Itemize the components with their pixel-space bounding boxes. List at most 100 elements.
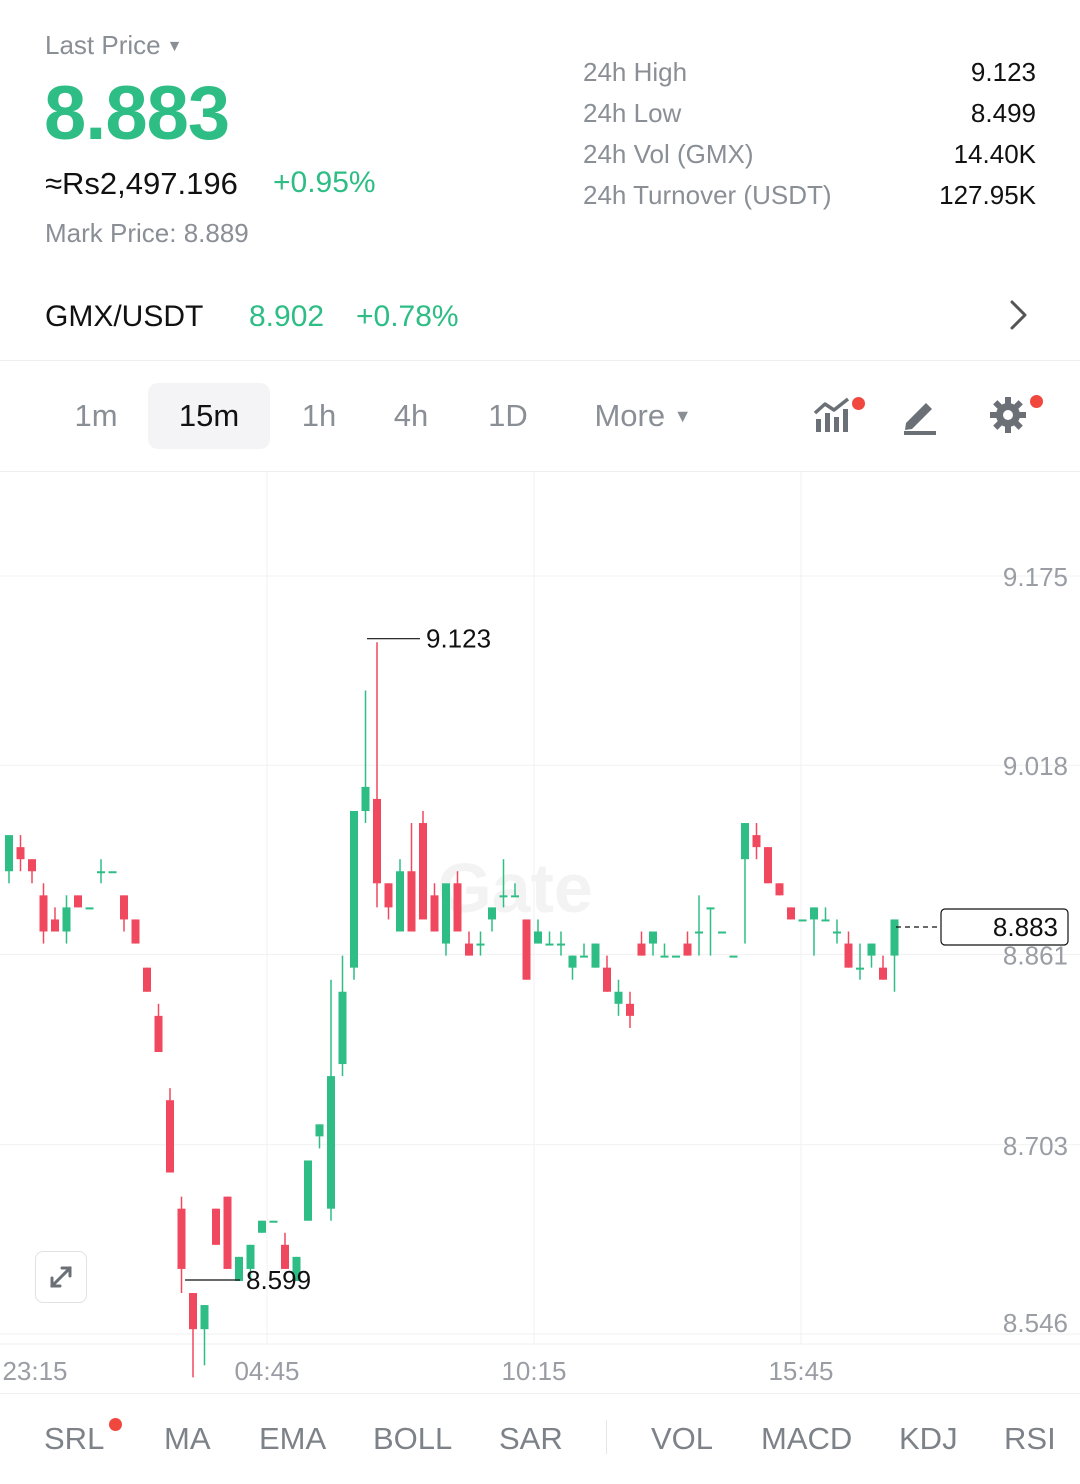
candle-body [821, 919, 830, 922]
candle-body [258, 1220, 266, 1233]
tab-more[interactable]: More ▼ [594, 398, 692, 433]
candle-body [396, 871, 404, 932]
y-axis-tick-label: 9.018 [1003, 751, 1068, 781]
tab-4h[interactable]: 4h [393, 398, 429, 433]
indicator-srl[interactable]: SRL [44, 1421, 105, 1456]
indicator-sar[interactable]: SAR [499, 1421, 563, 1456]
x-axis-tick-label: 23:15 [2, 1356, 67, 1386]
candle-body [39, 895, 48, 932]
candle-body [775, 883, 784, 896]
candle-body [430, 895, 439, 932]
candle-body [545, 943, 554, 946]
x-axis-tick-label: 10:15 [501, 1356, 566, 1386]
candle-body [442, 883, 450, 944]
settings-gear-icon[interactable] [986, 393, 1043, 437]
stats-panel: 24h High 9.123 24h Low 8.499 24h Vol (GMX)… [583, 57, 1036, 221]
mark-price-label: Mark Price: [45, 218, 177, 248]
candle-body [327, 1076, 335, 1209]
indicator-bar: SRL MA EMA BOLL SAR VOL MACD KDJ RSI [0, 1393, 1080, 1484]
expand-chart-button[interactable] [35, 1251, 87, 1303]
candle-body [143, 967, 151, 992]
candle-body [361, 786, 370, 811]
candle-body [741, 823, 749, 860]
candle-body [154, 1015, 163, 1053]
candle-body [522, 919, 531, 980]
tab-15m[interactable]: 15m [148, 383, 270, 449]
candle-body [28, 859, 36, 872]
current-price-label: 8.883 [993, 912, 1058, 942]
candle-body [304, 1160, 312, 1221]
candle-body [798, 919, 807, 922]
candle-body [246, 1244, 255, 1269]
candle-body [706, 907, 715, 910]
tab-1m[interactable]: 1m [74, 398, 118, 433]
indicator-chart-icon[interactable] [812, 393, 865, 437]
candle-body [626, 1003, 634, 1016]
indicator-macd[interactable]: MACD [761, 1421, 853, 1456]
candle-body [338, 991, 347, 1065]
candle-body [649, 931, 657, 944]
candle-body [672, 955, 680, 958]
stat-24h-turnover: 24h Turnover (USDT) 127.95K [583, 180, 1036, 210]
candle-body [534, 931, 542, 944]
candle-body [511, 895, 519, 898]
high-marker-label: 9.123 [426, 624, 491, 654]
tab-1h[interactable]: 1h [301, 398, 337, 433]
indicator-ma[interactable]: MA [164, 1421, 211, 1456]
candle-body [695, 931, 703, 934]
indicator-vol[interactable]: VOL [651, 1421, 714, 1456]
candle-body [166, 1100, 174, 1173]
stat-24h-volume: 24h Vol (GMX) 14.40K [583, 139, 1036, 169]
pair-change: +0.78% [356, 300, 459, 333]
candle-body [833, 931, 841, 934]
indicator-boll[interactable]: BOLL [373, 1421, 453, 1456]
candle-body [85, 907, 94, 910]
candle-body [177, 1208, 186, 1269]
candle-body [637, 943, 646, 956]
candle-body [557, 943, 565, 946]
indicator-rsi[interactable]: RSI [1004, 1421, 1056, 1456]
divider [606, 1420, 607, 1454]
candle-body [292, 1256, 301, 1281]
candle-body [752, 835, 761, 848]
caret-down-icon: ▼ [673, 406, 692, 426]
pair-name: GMX/USDT [45, 300, 204, 333]
candle-body [108, 871, 117, 874]
candle-body [729, 955, 738, 958]
candle-body [879, 967, 887, 980]
candle-body [890, 919, 899, 956]
candle-body [591, 943, 600, 968]
candle-body [603, 967, 611, 992]
draw-pen-icon[interactable] [898, 393, 942, 437]
candle-body [200, 1305, 209, 1330]
candle-body [580, 955, 588, 958]
price-change-percent: +0.95% [273, 166, 376, 199]
indicator-ema[interactable]: EMA [259, 1421, 327, 1456]
low-marker-label: 8.599 [246, 1265, 311, 1295]
indicator-kdj[interactable]: KDJ [899, 1421, 958, 1456]
candle-body [62, 907, 71, 932]
candle-body [419, 823, 427, 920]
pair-price: 8.902 [249, 300, 325, 333]
candle-body [131, 919, 140, 944]
candle-body [5, 835, 13, 872]
candle-body [683, 943, 692, 956]
last-price-value: 8.883 [44, 71, 230, 156]
candle-body [51, 919, 59, 932]
chevron-right-icon[interactable] [1004, 298, 1034, 332]
y-axis-tick-label: 8.703 [1003, 1131, 1068, 1161]
candle-body [465, 943, 473, 956]
candle-body [764, 847, 772, 884]
candle-body [787, 907, 795, 920]
last-price-label[interactable]: Last Price ▼ [45, 30, 183, 60]
spot-pair-row[interactable]: GMX/USDT 8.902 +0.78% [0, 280, 1080, 361]
candle-body [568, 955, 577, 968]
mark-price: Mark Price: 8.889 [45, 218, 249, 249]
tab-1d[interactable]: 1D [488, 398, 528, 433]
stat-24h-high: 24h High 9.123 [583, 57, 1036, 87]
candle-body [16, 847, 25, 860]
candle-body [718, 931, 726, 934]
candle-body [223, 1196, 232, 1269]
expand-icon [50, 1266, 72, 1288]
